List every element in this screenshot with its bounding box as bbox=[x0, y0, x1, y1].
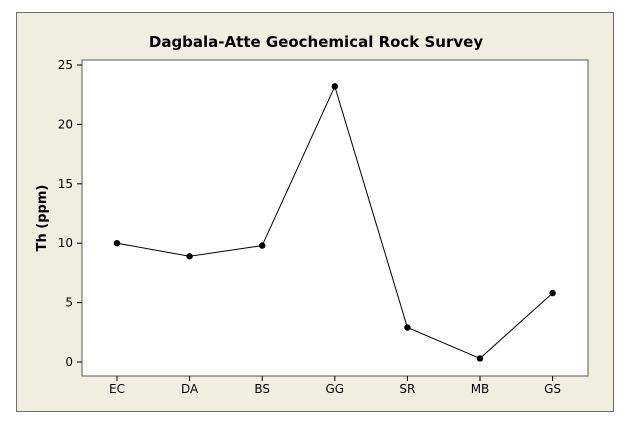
y-tick-label: 20 bbox=[58, 117, 73, 131]
x-tick-label: GS bbox=[544, 382, 561, 396]
data-point-mb bbox=[476, 355, 484, 362]
x-tick-label: DA bbox=[181, 382, 199, 396]
x-tick-label: BS bbox=[254, 382, 270, 396]
y-tick-label: 10 bbox=[58, 236, 73, 250]
data-point-gs bbox=[549, 289, 556, 297]
y-axis-label: Th (ppm) bbox=[35, 185, 50, 252]
y-tick-label: 15 bbox=[58, 177, 73, 191]
y-axis: 0 5 10 15 20 25 bbox=[58, 58, 82, 369]
x-axis: EC DA BS GG SR MB GS bbox=[109, 376, 561, 396]
x-tick-label: MB bbox=[471, 382, 490, 396]
x-tick-label: SR bbox=[399, 382, 415, 396]
plot-area bbox=[81, 59, 589, 377]
data-point-sr bbox=[404, 324, 411, 331]
y-tick-label: 5 bbox=[65, 296, 73, 310]
x-tick-label: EC bbox=[109, 382, 125, 396]
chart-title: Dagbala-Atte Geochemical Rock Survey bbox=[149, 33, 483, 51]
data-point-da bbox=[186, 253, 193, 260]
series-layer bbox=[113, 83, 556, 362]
y-tick-label: 25 bbox=[58, 58, 73, 72]
x-tick-label: GG bbox=[325, 382, 344, 396]
y-tick-label: 0 bbox=[65, 355, 73, 369]
data-point-ec bbox=[113, 240, 121, 247]
data-point-bs bbox=[259, 242, 266, 249]
data-point-gg bbox=[331, 83, 338, 90]
